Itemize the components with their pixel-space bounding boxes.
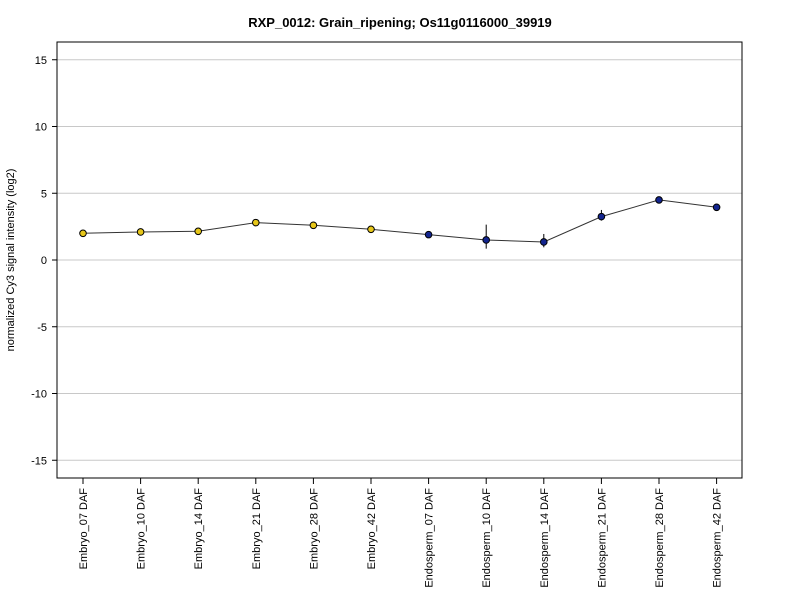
series-line [82, 199, 717, 243]
y-tick-label: 0 [41, 255, 47, 267]
data-points [79, 196, 721, 246]
y-tick-label: -10 [31, 389, 47, 401]
y-tick-label: -5 [37, 322, 47, 334]
data-series [82, 199, 717, 243]
grid-lines [57, 59, 742, 461]
y-axis: -15 -10 -5 0 5 10 15 [31, 55, 57, 467]
x-tick-label: Endosperm_10 DAF [481, 488, 493, 588]
x-tick-label: Embryo_07 DAF [78, 488, 90, 570]
data-point [424, 230, 433, 239]
x-tick-label: Endosperm_28 DAF [654, 488, 666, 588]
x-tick-label: Embryo_28 DAF [308, 488, 320, 570]
y-tick-label: -15 [31, 455, 47, 467]
x-tick-label: Embryo_21 DAF [251, 488, 263, 570]
x-tick-label: Embryo_42 DAF [366, 488, 378, 570]
x-tick-label: Embryo_10 DAF [136, 488, 148, 570]
data-point [655, 196, 663, 204]
y-tick-label: 5 [41, 188, 47, 200]
data-point [712, 203, 721, 212]
data-point [194, 227, 202, 236]
x-tick-label: Endosperm_42 DAF [712, 488, 724, 588]
data-point [540, 238, 548, 246]
y-tick-label: 15 [35, 55, 47, 67]
x-tick-label: Embryo_14 DAF [193, 488, 205, 570]
chart-title: RXP_0012: Grain_ripening; Os11g0116000_3… [248, 15, 552, 30]
x-tick-label: Endosperm_07 DAF [424, 488, 436, 588]
y-tick-label: 10 [35, 122, 47, 134]
data-point [79, 229, 87, 238]
y-axis-label: normalized Cy3 signal intensity (log2) [5, 169, 17, 352]
data-point [136, 228, 145, 236]
x-axis: Embryo_07 DAF Embryo_10 DAF Embryo_14 DAF E… [78, 478, 724, 588]
x-tick-label: Endosperm_21 DAF [596, 488, 608, 588]
data-point [252, 218, 260, 227]
x-tick-label: Endosperm_14 DAF [539, 488, 551, 588]
data-point [482, 236, 491, 244]
data-point [367, 225, 375, 234]
data-point [309, 221, 318, 230]
data-point [597, 212, 606, 221]
